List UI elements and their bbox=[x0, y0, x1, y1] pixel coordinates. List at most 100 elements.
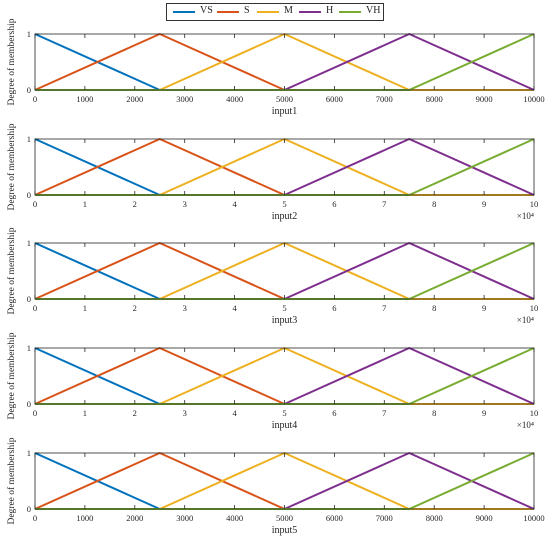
series-line-vs bbox=[34, 138, 534, 196]
x-tick-label: 8 bbox=[432, 199, 436, 209]
series-line-m bbox=[35, 242, 534, 300]
series-line-vs bbox=[34, 452, 534, 510]
x-tick-label: 5 bbox=[282, 408, 286, 418]
x-tick-label: 10 bbox=[530, 303, 539, 313]
chart-panel-1: 0 1000 2000 3000 4000 5000 6000 7000 8000 9000 100… bbox=[6, 18, 545, 117]
legend-swatch-vs bbox=[173, 11, 195, 13]
x-axis-label: input3 bbox=[272, 315, 298, 326]
x-tick-label: 2 bbox=[133, 408, 137, 418]
x-tick-label: 10000 bbox=[523, 94, 544, 104]
x-tick-label: 9 bbox=[482, 199, 486, 209]
x-tick-label: 0 bbox=[33, 303, 37, 313]
axes-box bbox=[34, 33, 535, 91]
series-line-m bbox=[35, 33, 534, 91]
y-tick-label: 0 bbox=[27, 399, 31, 409]
series-line-h bbox=[35, 138, 535, 196]
y-tick-label: 0 bbox=[27, 190, 31, 200]
series-line-vh bbox=[35, 242, 535, 300]
series-line-vs bbox=[34, 347, 534, 405]
series-line-vh bbox=[35, 138, 535, 196]
legend-label-s: S bbox=[244, 5, 250, 16]
x-tick-label: 0 bbox=[33, 513, 37, 523]
x-tick-label: 4000 bbox=[226, 94, 243, 104]
x-tick-label: 6 bbox=[332, 303, 336, 313]
series-line-s bbox=[34, 138, 534, 196]
x-tick-label: 5000 bbox=[276, 513, 293, 523]
x-tick-label: 1 bbox=[83, 199, 87, 209]
x-tick-label: 3 bbox=[183, 303, 187, 313]
x-tick-label: 9 bbox=[482, 303, 486, 313]
chart-panel-3: 0 1 2 3 4 5 6 7 8 9 10 0 1 input3 Degree of membership… bbox=[6, 227, 538, 326]
chart-panel-4: 0 1 2 3 4 5 6 7 8 9 10 0 1 input4 Degree of membership… bbox=[6, 332, 538, 431]
x-tick-label: 3 bbox=[183, 408, 187, 418]
x-tick-label: 8 bbox=[432, 303, 436, 313]
y-tick-label: 1 bbox=[27, 343, 31, 353]
legend-label-vs: VS bbox=[200, 5, 213, 16]
x-tick-label: 7 bbox=[382, 303, 386, 313]
x-tick-label: 1 bbox=[83, 408, 87, 418]
y-tick-label: 0 bbox=[27, 294, 31, 304]
x-tick-label: 1 bbox=[83, 303, 87, 313]
y-tick-label: 1 bbox=[27, 134, 31, 144]
y-axis-label: Degree of membership bbox=[6, 123, 17, 210]
x-tick-label: 5000 bbox=[276, 94, 293, 104]
x-axis-label: input4 bbox=[272, 420, 298, 431]
x-axis-label: input5 bbox=[272, 525, 298, 536]
x-axis-exponent: ×10⁴ bbox=[517, 315, 534, 325]
chart-panel-2: 0 1 2 3 4 5 6 7 8 9 10 0 1 input2 Degree of membership… bbox=[6, 123, 538, 222]
x-tick-label: 3000 bbox=[176, 513, 193, 523]
y-tick-label: 1 bbox=[27, 238, 31, 248]
y-axis-label: Degree of membership bbox=[6, 18, 17, 105]
axes-box bbox=[34, 347, 535, 405]
x-tick-label: 2000 bbox=[126, 94, 143, 104]
series-line-h bbox=[35, 33, 535, 91]
y-axis-label: Degree of membership bbox=[6, 227, 17, 314]
x-tick-label: 5 bbox=[282, 199, 286, 209]
legend-swatch-m bbox=[257, 11, 279, 13]
series-line-vh bbox=[35, 452, 535, 510]
x-tick-label: 4 bbox=[232, 303, 237, 313]
x-tick-label: 0 bbox=[33, 408, 37, 418]
x-tick-label: 9000 bbox=[476, 513, 493, 523]
x-tick-label: 3000 bbox=[176, 94, 193, 104]
x-tick-label: 4 bbox=[232, 408, 237, 418]
series-line-h bbox=[35, 452, 535, 510]
legend-swatch-h bbox=[299, 11, 321, 13]
x-axis-label: input2 bbox=[272, 211, 298, 222]
y-tick-label: 1 bbox=[27, 448, 31, 458]
x-tick-label: 9000 bbox=[476, 94, 493, 104]
x-tick-label: 2 bbox=[133, 303, 137, 313]
x-tick-label: 8000 bbox=[426, 94, 443, 104]
legend-label-m: M bbox=[284, 5, 293, 16]
axes-box bbox=[34, 452, 535, 510]
series-line-m bbox=[35, 138, 534, 196]
series-line-m bbox=[35, 452, 534, 510]
x-tick-label: 2 bbox=[133, 199, 137, 209]
x-tick-label: 8000 bbox=[426, 513, 443, 523]
x-tick-label: 3 bbox=[183, 199, 187, 209]
x-tick-label: 1000 bbox=[76, 94, 93, 104]
x-tick-label: 1000 bbox=[76, 513, 93, 523]
legend-swatch-s bbox=[217, 11, 239, 13]
axes-box bbox=[34, 138, 535, 196]
series-line-s bbox=[34, 347, 534, 405]
y-tick-label: 1 bbox=[27, 29, 31, 39]
x-tick-label: 0 bbox=[33, 199, 37, 209]
legend-label-vh: VH bbox=[366, 5, 381, 16]
x-tick-label: 7000 bbox=[376, 94, 393, 104]
legend-swatch-vh bbox=[339, 11, 361, 13]
x-tick-label: 8 bbox=[432, 408, 436, 418]
chart-legend: VS S M H VH bbox=[166, 3, 384, 21]
x-tick-label: 6 bbox=[332, 408, 336, 418]
x-tick-label: 6000 bbox=[326, 513, 343, 523]
x-tick-label: 0 bbox=[33, 94, 37, 104]
x-tick-label: 4 bbox=[232, 199, 237, 209]
x-tick-label: 4000 bbox=[226, 513, 243, 523]
legend-label-h: H bbox=[326, 5, 334, 16]
x-tick-label: 9 bbox=[482, 408, 486, 418]
x-tick-label: 6000 bbox=[326, 94, 343, 104]
y-axis-label: Degree of membership bbox=[6, 437, 17, 524]
series-line-h bbox=[35, 347, 535, 405]
series-line-s bbox=[34, 33, 534, 91]
